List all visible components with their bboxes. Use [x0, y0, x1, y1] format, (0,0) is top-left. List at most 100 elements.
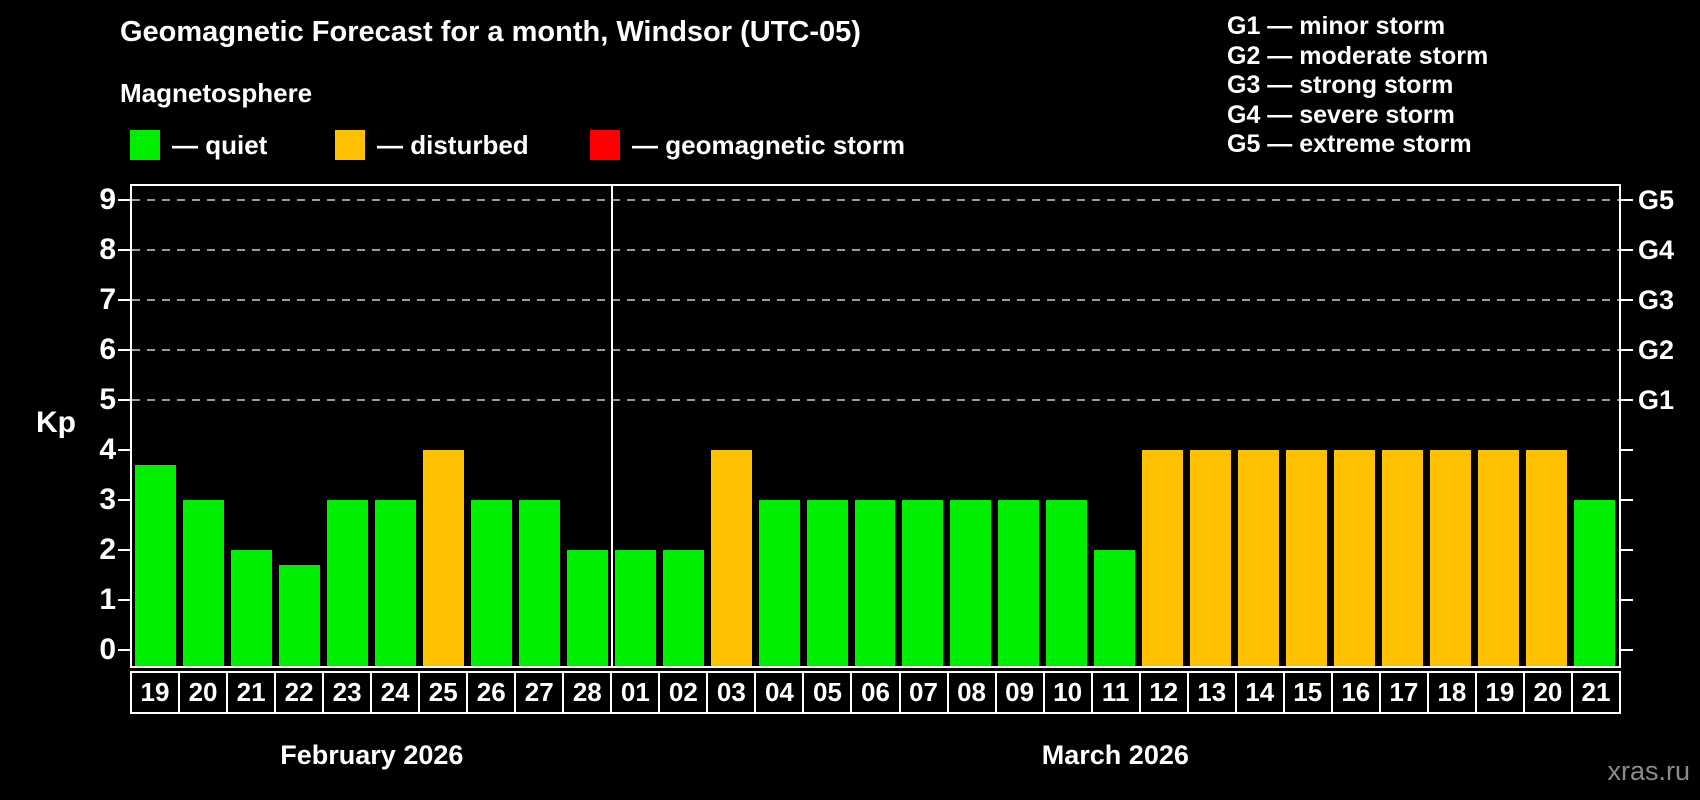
- x-axis-date-row: 19 20 21 22 23 24 25 26 27 28 01 02 03 04 05 06 07 08 09 10…: [130, 671, 1621, 714]
- kp-bar-08: [950, 500, 992, 666]
- kp-gridline-9: [132, 199, 1619, 201]
- y-tick-right: [1621, 199, 1633, 201]
- kp-bar-20: [182, 500, 224, 666]
- g-scale-label-G3: G3: [1638, 285, 1675, 315]
- date-cell-17: 17: [1378, 671, 1429, 714]
- kp-bar-14: [1238, 450, 1280, 666]
- y-tick-label-7: 7: [99, 283, 116, 316]
- kp-bar-11: [1094, 550, 1136, 666]
- kp-bar-26: [470, 500, 512, 666]
- kp-bar-19: [135, 465, 176, 666]
- kp-bar-19: [1478, 450, 1520, 666]
- g-scale-label-G1: G1: [1638, 385, 1675, 415]
- date-cell-10: 10: [1042, 671, 1093, 714]
- date-cell-03: 03: [706, 671, 757, 714]
- y-tick-right: [1621, 599, 1633, 601]
- g-scale-legend-line: G3 — strong storm: [1227, 71, 1454, 100]
- kp-bar-17: [1382, 450, 1424, 666]
- legend-item-quiet: — quiet: [130, 129, 267, 161]
- kp-bar-10: [1046, 500, 1088, 666]
- y-tick: [118, 449, 130, 451]
- y-tick-label-0: 0: [99, 633, 116, 666]
- y-tick-right: [1621, 499, 1633, 501]
- y-tick-label-4: 4: [99, 433, 116, 466]
- kp-bar-09: [998, 500, 1040, 666]
- g-scale-legend: G1 — minor storm G2 — moderate storm G3 …: [1227, 12, 1488, 160]
- kp-bar-23: [326, 500, 368, 666]
- g-scale-label-G2: G2: [1638, 335, 1675, 365]
- kp-bar-16: [1334, 450, 1376, 666]
- watermark: xras.ru: [1607, 756, 1690, 786]
- kp-bar-28: [566, 550, 608, 666]
- date-cell-23: 23: [322, 671, 373, 714]
- g-scale-legend-line: G4 — severe storm: [1227, 100, 1455, 129]
- y-tick-label-6: 6: [99, 333, 116, 366]
- kp-bar-27: [518, 500, 560, 666]
- date-cell-14: 14: [1234, 671, 1285, 714]
- date-cell-08: 08: [946, 671, 997, 714]
- y-tick: [118, 499, 130, 501]
- date-cell-05: 05: [802, 671, 853, 714]
- kp-bar-15: [1286, 450, 1328, 666]
- kp-bar-25: [422, 450, 464, 666]
- y-tick: [118, 549, 130, 551]
- kp-bar-05: [806, 500, 848, 666]
- y-tick-label-8: 8: [99, 233, 116, 266]
- month-label-0: February 2026: [280, 740, 464, 770]
- kp-bar-04: [758, 500, 800, 666]
- y-tick: [118, 249, 130, 251]
- kp-bar-12: [1142, 450, 1184, 666]
- date-cell-21: 21: [1570, 671, 1621, 714]
- month-label-1: March 2026: [1041, 740, 1189, 770]
- y-tick-label-5: 5: [99, 383, 116, 416]
- y-tick: [118, 349, 130, 351]
- kp-gridline-7: [132, 299, 1619, 301]
- legend-label: — disturbed: [377, 129, 529, 160]
- date-cell-20: 20: [178, 671, 229, 714]
- date-cell-09: 09: [994, 671, 1045, 714]
- chart-title: Geomagnetic Forecast for a month, Windso…: [120, 16, 861, 48]
- g-scale-label-G5: G5: [1638, 185, 1675, 215]
- date-cell-22: 22: [274, 671, 325, 714]
- y-tick-right: [1621, 449, 1633, 451]
- legend-label: — quiet: [172, 129, 268, 160]
- kp-gridline-6: [132, 349, 1619, 351]
- storm-color-swatch: [590, 130, 620, 160]
- y-tick-label-9: 9: [99, 183, 116, 216]
- y-tick-label-1: 1: [99, 583, 116, 616]
- date-cell-19: 19: [130, 671, 181, 714]
- y-tick-right: [1621, 649, 1633, 651]
- date-cell-19: 19: [1474, 671, 1525, 714]
- chart-plot-area: [130, 184, 1621, 668]
- date-cell-01: 01: [610, 671, 661, 714]
- disturbed-color-swatch: [335, 130, 365, 160]
- kp-bar-06: [854, 500, 896, 666]
- date-cell-18: 18: [1426, 671, 1477, 714]
- date-cell-04: 04: [754, 671, 805, 714]
- kp-bar-02: [662, 550, 704, 666]
- kp-bar-03: [710, 450, 752, 666]
- quiet-color-swatch: [130, 130, 160, 160]
- date-cell-15: 15: [1282, 671, 1333, 714]
- date-cell-27: 27: [514, 671, 565, 714]
- y-tick: [118, 199, 130, 201]
- date-cell-02: 02: [658, 671, 709, 714]
- kp-bar-18: [1430, 450, 1472, 666]
- y-tick-right: [1621, 399, 1633, 401]
- y-tick-right: [1621, 299, 1633, 301]
- month-separator: [610, 186, 613, 666]
- g-scale-legend-line: G2 — moderate storm: [1227, 41, 1489, 70]
- y-tick-right: [1621, 549, 1633, 551]
- date-cell-26: 26: [466, 671, 517, 714]
- kp-bar-01: [614, 550, 656, 666]
- kp-bar-21: [230, 550, 272, 666]
- kp-bar-21: [1574, 500, 1615, 666]
- g-scale-label-G4: G4: [1638, 235, 1675, 265]
- g-scale-legend-line: G5 — extreme storm: [1227, 130, 1472, 159]
- date-cell-21: 21: [226, 671, 277, 714]
- y-axis-label: Kp: [36, 406, 76, 439]
- legend-label: — geomagnetic storm: [632, 129, 906, 160]
- legend-item-geomagnetic-storm: — geomagnetic storm: [590, 129, 905, 161]
- legend-item-disturbed: — disturbed: [335, 129, 529, 161]
